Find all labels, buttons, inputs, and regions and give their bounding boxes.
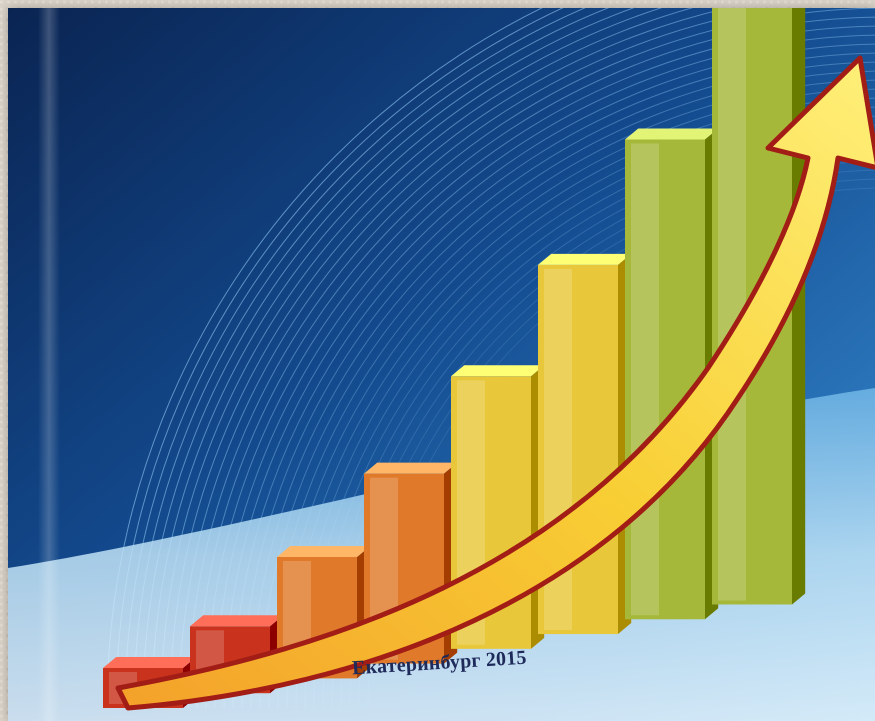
trend-arrow [115, 55, 875, 711]
growth-chart-illustration [8, 8, 875, 721]
light-streak [38, 8, 60, 721]
illustration [8, 8, 875, 721]
